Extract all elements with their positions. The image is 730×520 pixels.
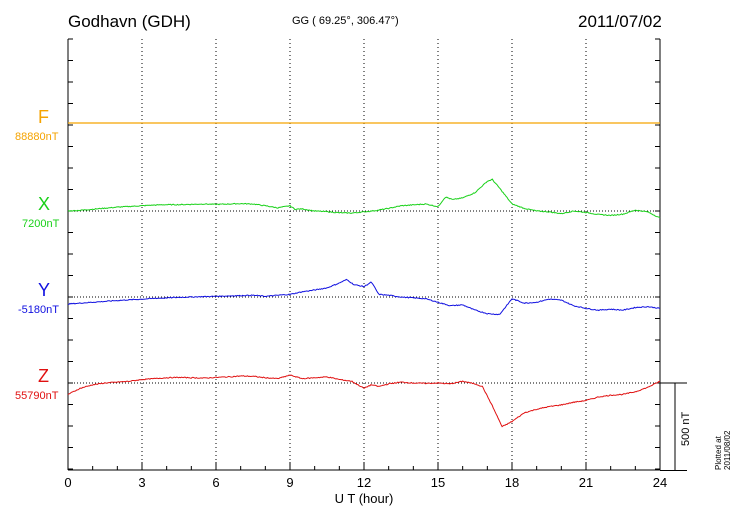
station-coordinates: GG ( 69.25°, 306.47°) bbox=[292, 15, 399, 27]
x-tick-label: 0 bbox=[64, 475, 71, 490]
channel-baseline-x: 7200nT bbox=[22, 218, 60, 230]
channel-baseline-f: 88880nT bbox=[15, 131, 59, 143]
x-axis-title: U T (hour) bbox=[335, 491, 394, 506]
channel-label-z: Z bbox=[38, 366, 49, 386]
plotted-timestamp: Plotted at 2011/08/02 00:59 UT bbox=[714, 430, 730, 470]
channel-label-f: F bbox=[38, 107, 49, 127]
x-tick-label: 9 bbox=[286, 475, 293, 490]
x-tick-label: 3 bbox=[138, 475, 145, 490]
channel-label-x: X bbox=[38, 194, 51, 214]
x-tick-label: 18 bbox=[505, 475, 519, 490]
series-x-trace bbox=[67, 178, 661, 219]
x-tick-label: 24 bbox=[653, 475, 667, 490]
x-tick-label: 6 bbox=[212, 475, 219, 490]
channel-baseline-y: -5180nT bbox=[18, 304, 59, 316]
station-name: Godhavn (GDH) bbox=[68, 12, 191, 31]
x-tick-label: 21 bbox=[579, 475, 593, 490]
series-z-trace bbox=[67, 374, 661, 428]
series-y-trace bbox=[67, 278, 661, 316]
x-tick-label: 15 bbox=[431, 475, 445, 490]
channel-baseline-z: 55790nT bbox=[15, 390, 59, 402]
scale-bar-label: 500 nT bbox=[680, 411, 692, 446]
channel-label-y: Y bbox=[38, 280, 51, 300]
x-tick-label: 12 bbox=[357, 475, 371, 490]
chart-date: 2011/07/02 bbox=[578, 12, 662, 31]
